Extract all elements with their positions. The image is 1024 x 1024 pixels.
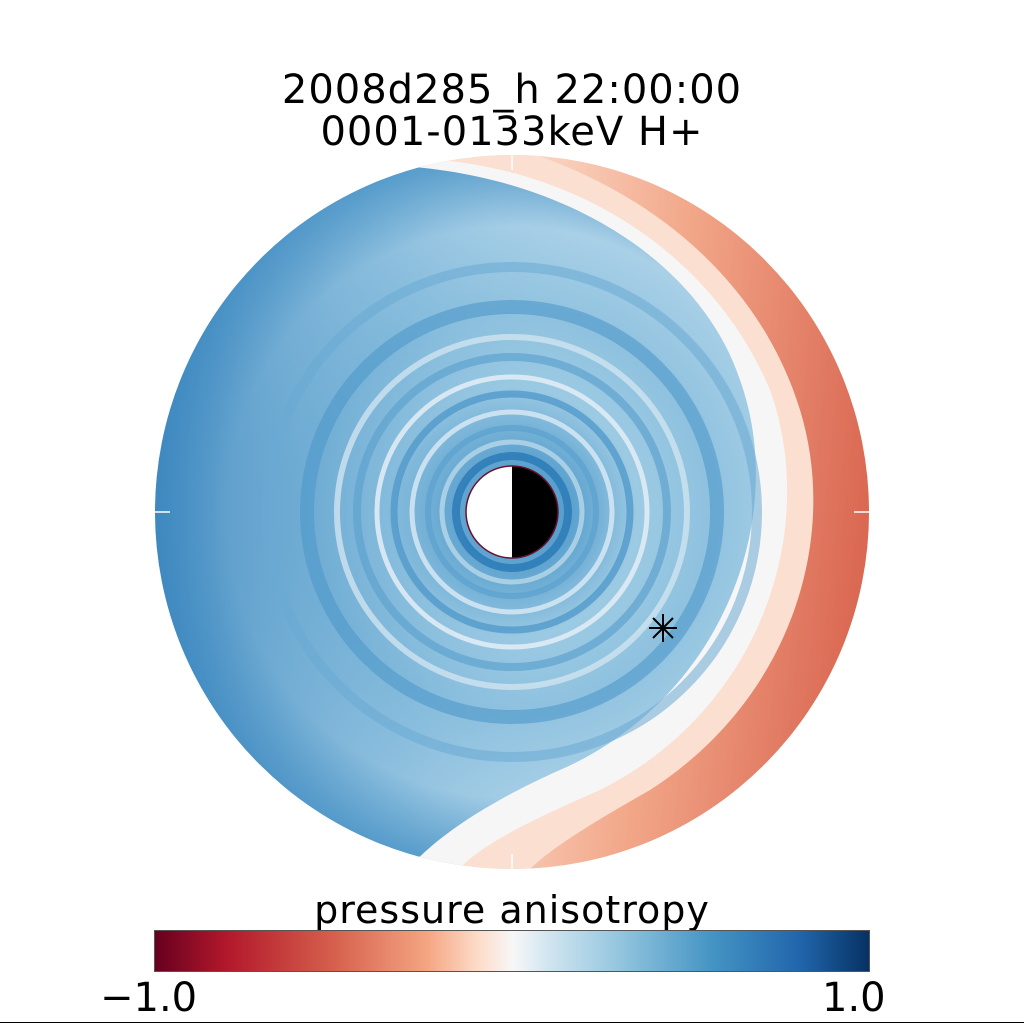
satellite-marker <box>649 614 677 642</box>
colorbar-label: pressure anisotropy <box>314 888 710 932</box>
chart-title: 2008d285_h 22:00:00 <box>281 67 743 113</box>
earth-icon <box>465 465 559 559</box>
colorbar-min-label: −1.0 <box>100 975 198 1021</box>
colorbar <box>154 930 870 972</box>
ring-structure <box>262 262 762 762</box>
colorbar-max-label: 1.0 <box>822 975 886 1021</box>
bottom-rule <box>0 1022 1024 1023</box>
chart-subtitle: 0001-0133keV H+ <box>320 109 704 155</box>
axis-ticks <box>155 155 869 869</box>
